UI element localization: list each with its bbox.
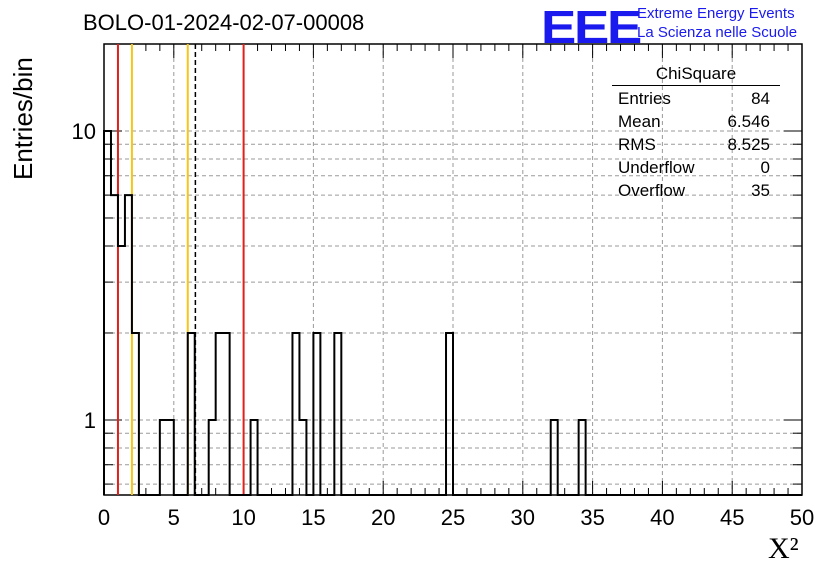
stats-row-underflow: Underflow 0 xyxy=(612,156,780,179)
stats-row-entries: Entries 84 xyxy=(612,87,780,110)
x-tick-label: 40 xyxy=(650,505,674,530)
histogram-bin xyxy=(551,420,558,495)
histogram-bin xyxy=(118,246,125,495)
histogram-bin xyxy=(160,420,167,495)
y-tick-label: 10 xyxy=(72,119,96,144)
histogram-bin xyxy=(579,420,586,495)
stats-label: Underflow xyxy=(618,158,695,177)
stats-box: ChiSquare Entries 84 Mean 6.546 RMS 8.52… xyxy=(612,64,780,202)
stats-label: Entries xyxy=(618,89,671,108)
stats-label: RMS xyxy=(618,135,656,154)
histogram-outline xyxy=(103,129,802,496)
y-axis-label: Entries/bin xyxy=(8,57,38,180)
stats-value: 6.546 xyxy=(727,112,770,131)
stats-value: 8.525 xyxy=(727,135,770,154)
histogram-bin xyxy=(251,420,258,495)
histogram-bin xyxy=(446,333,453,495)
histogram-bin xyxy=(188,333,195,495)
histogram-bin xyxy=(334,333,341,495)
x-tick-label: 5 xyxy=(168,505,180,530)
histogram-bin xyxy=(167,420,174,495)
histogram-bin xyxy=(216,333,223,495)
stats-row-rms: RMS 8.525 xyxy=(612,133,780,156)
stats-row-overflow: Overflow 35 xyxy=(612,179,780,202)
x-tick-label: 35 xyxy=(580,505,604,530)
chart-title: BOLO-01-2024-02-07-00008 xyxy=(83,10,365,35)
x-tick-label: 10 xyxy=(231,505,255,530)
stats-label: Mean xyxy=(618,112,661,131)
histogram-bin xyxy=(299,420,306,495)
histogram-bin xyxy=(104,131,111,495)
x-tick-label: 30 xyxy=(511,505,535,530)
x-tick-label: 20 xyxy=(371,505,395,530)
stats-value: 84 xyxy=(751,89,770,108)
histogram-bin xyxy=(132,333,139,495)
histogram-bin xyxy=(223,333,230,495)
x-tick-label: 25 xyxy=(441,505,465,530)
histogram-bin xyxy=(125,195,132,495)
x-axis-label: X² xyxy=(768,532,799,565)
x-tick-label: 50 xyxy=(790,505,814,530)
x-tick-label: 45 xyxy=(720,505,744,530)
stats-value: 35 xyxy=(751,181,770,200)
logo-line-extreme-energy-events: Extreme Energy Events xyxy=(637,5,795,22)
x-tick-label: 0 xyxy=(98,505,110,530)
stats-title: ChiSquare xyxy=(612,64,780,86)
x-tick-label: 15 xyxy=(301,505,325,530)
logo-line-la-scienza: La Scienza nelle Scuole xyxy=(637,24,798,41)
histogram-bin xyxy=(209,420,216,495)
eee-logo: EEE xyxy=(541,1,642,53)
histogram-bin xyxy=(111,195,118,495)
stats-label: Overflow xyxy=(618,181,686,200)
stats-row-mean: Mean 6.546 xyxy=(612,110,780,133)
stats-value: 0 xyxy=(760,158,770,177)
y-tick-label: 1 xyxy=(84,408,96,433)
histogram-bin xyxy=(292,333,299,495)
histogram-bin xyxy=(313,333,320,495)
